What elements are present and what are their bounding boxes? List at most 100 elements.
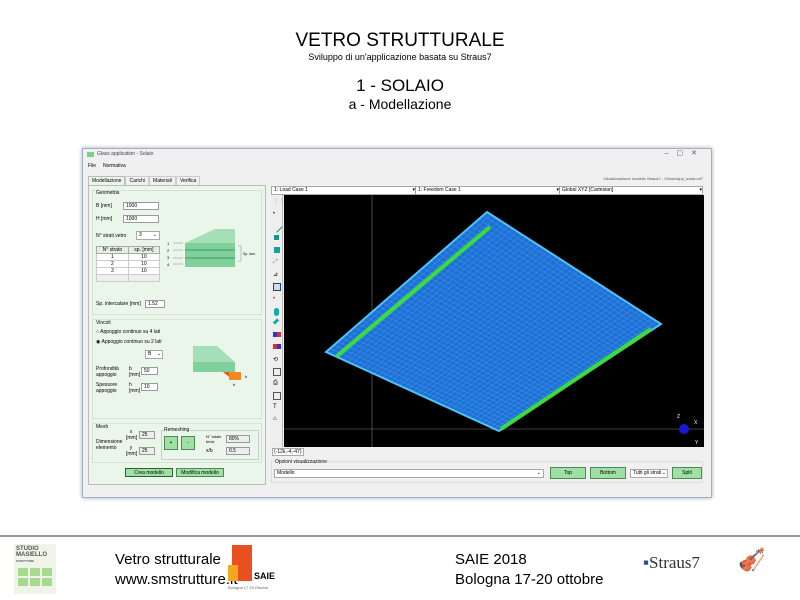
options-label: Opzioni visualizzazione	[275, 459, 327, 465]
load-case-select[interactable]: 1: Load Case 1 ▾	[272, 187, 416, 194]
mesh-line	[346, 334, 520, 418]
layers-filter-select[interactable]: Tutti gli strati ⌄	[630, 469, 668, 478]
eraser-icon[interactable]	[272, 318, 280, 325]
beam-icon[interactable]	[271, 221, 283, 233]
radio-4-lati[interactable]: ○ Appoggio continuo su 4 lati	[96, 329, 160, 335]
mesh-line	[472, 307, 635, 420]
axis-triad: Z X Y	[677, 414, 699, 446]
mesh-line	[378, 306, 552, 397]
model-viewport[interactable]: Z X Y	[284, 195, 704, 447]
app-window: Glass application - Solaio –▢✕ File Norm…	[82, 148, 712, 498]
solid-icon[interactable]	[274, 308, 279, 316]
create-model-button[interactable]: Crea modello	[125, 468, 173, 477]
radio-checked-icon: ◉	[96, 339, 101, 345]
y-input[interactable]: 25	[139, 447, 155, 455]
vincoli-label: Vincoli	[96, 320, 111, 326]
mesh-line	[354, 327, 528, 413]
display-icon[interactable]	[273, 283, 281, 291]
link-icon[interactable]: ⤢	[273, 259, 278, 265]
section-title: 1 - SOLAIO	[356, 76, 444, 95]
diagram-label: 3	[167, 255, 170, 260]
dropdown-icon: ▾	[412, 187, 415, 193]
h-input[interactable]: 1000	[123, 215, 159, 223]
modify-model-button[interactable]: Modifica modello	[176, 468, 224, 477]
cell[interactable]: 10	[127, 267, 161, 275]
remesh-plus-button[interactable]: +	[164, 436, 178, 450]
point-icon[interactable]: •	[273, 296, 276, 302]
ucs-select[interactable]: Global XYZ [Cartesian] ▾	[560, 187, 702, 194]
footer-title: Vetro strutturale	[115, 551, 221, 568]
geometria-label: Geometria	[96, 190, 120, 196]
table-row[interactable]: 1 10	[96, 253, 161, 261]
cell: 1	[96, 253, 129, 261]
axis-y-label: Y	[695, 440, 699, 446]
rotate-icon[interactable]: ⟲	[273, 357, 279, 363]
text-icon[interactable]: T	[273, 404, 277, 410]
radio-unchecked-icon: ○	[96, 329, 100, 335]
depth-input[interactable]: 50	[141, 367, 158, 375]
cell[interactable]: 10	[127, 260, 161, 268]
brick-icon[interactable]	[274, 247, 280, 253]
print-icon[interactable]: ⎙	[273, 380, 278, 386]
diagram-label: 4	[167, 262, 170, 267]
freedom-case-select[interactable]: 1: Freedom Case 1 ▾	[416, 187, 560, 194]
split-button[interactable]: Split	[672, 467, 702, 479]
diagram-label: 1	[167, 241, 170, 246]
layers-value: 3	[139, 232, 142, 238]
event-place: Bologna 17-20 ottobre	[455, 571, 604, 588]
straus7-logo-text: Straus7	[649, 553, 701, 572]
layers-select[interactable]: 3 ⌄	[136, 231, 160, 240]
radio-2-lati[interactable]: ◉ Appoggio continuo su 2 lati	[96, 339, 162, 345]
menu-normativa[interactable]: Normativa	[103, 163, 126, 169]
layers-table[interactable]: N° strato sp. [mm] 1 10 2 10 3 10	[96, 246, 161, 282]
window-controls[interactable]: –▢✕	[665, 149, 705, 157]
mesh-line	[421, 273, 583, 396]
col-header: sp. [mm]	[127, 246, 161, 254]
tab-modellazione[interactable]: Modellazione	[88, 176, 126, 186]
option-label: Appoggio continuo su 4 lati	[100, 329, 161, 335]
chevron-down-icon: ⌄	[152, 232, 157, 238]
table-icon[interactable]	[273, 368, 281, 376]
cell[interactable]: 10	[127, 253, 161, 261]
lock-icon[interactable]: ⌂	[273, 416, 277, 422]
grid-icon[interactable]: ⋮⋮	[273, 199, 285, 205]
option-label: Appoggio continuo su 2 lati	[101, 339, 162, 345]
view-select[interactable]: Modello ⌄	[274, 469, 544, 478]
table-row[interactable]: 3 10	[96, 267, 161, 275]
x-input[interactable]: 25	[139, 431, 155, 439]
flag-icon[interactable]	[273, 332, 281, 337]
mesh-line	[434, 281, 596, 402]
diagram-label: 2	[167, 248, 170, 253]
slide-footer: STUDIO MASIELLO STRUTTURE Vetro struttural…	[0, 535, 800, 600]
depth-unit: b [mm]	[129, 366, 141, 378]
close-icon[interactable]: ✕	[691, 150, 705, 157]
mesh-line	[333, 344, 508, 426]
thick-input[interactable]: 10	[141, 383, 158, 391]
plate-icon[interactable]	[274, 235, 279, 240]
footer-url[interactable]: www.smstrutture.it	[115, 571, 238, 588]
layers-label: N° strati vetro	[96, 233, 127, 239]
side-select[interactable]: B ⌄	[145, 350, 163, 359]
interlayer-input[interactable]: 1.52	[145, 300, 165, 308]
mesh-line	[329, 348, 504, 429]
maximize-icon[interactable]: ▢	[676, 150, 692, 157]
dropdown-icon: ▾	[556, 187, 559, 193]
load-case-value: 1: Load Case 1	[274, 187, 308, 193]
bottom-button[interactable]: Bottom	[590, 467, 626, 479]
minimize-icon[interactable]: –	[664, 150, 677, 157]
table-row[interactable]: 2 10	[96, 260, 161, 268]
flag-alt-icon[interactable]	[273, 344, 281, 349]
node-icon[interactable]: ⊿	[273, 272, 279, 278]
ucs-value: Global XYZ [Cartesian]	[562, 187, 614, 193]
depth-label: Profondità appoggio	[96, 366, 119, 378]
saie-logo-text: SAIE	[254, 571, 276, 581]
menu-file[interactable]: File	[88, 163, 97, 169]
window-icon[interactable]	[273, 392, 281, 400]
mesh-line	[342, 337, 516, 421]
remesh-minus-button[interactable]: -	[181, 436, 195, 450]
mesh-line	[366, 316, 540, 405]
pointer-icon[interactable]: •	[273, 211, 276, 217]
h-label: H [mm]	[96, 216, 113, 222]
b-input[interactable]: 1000	[123, 202, 159, 210]
top-button[interactable]: Top	[550, 467, 586, 479]
